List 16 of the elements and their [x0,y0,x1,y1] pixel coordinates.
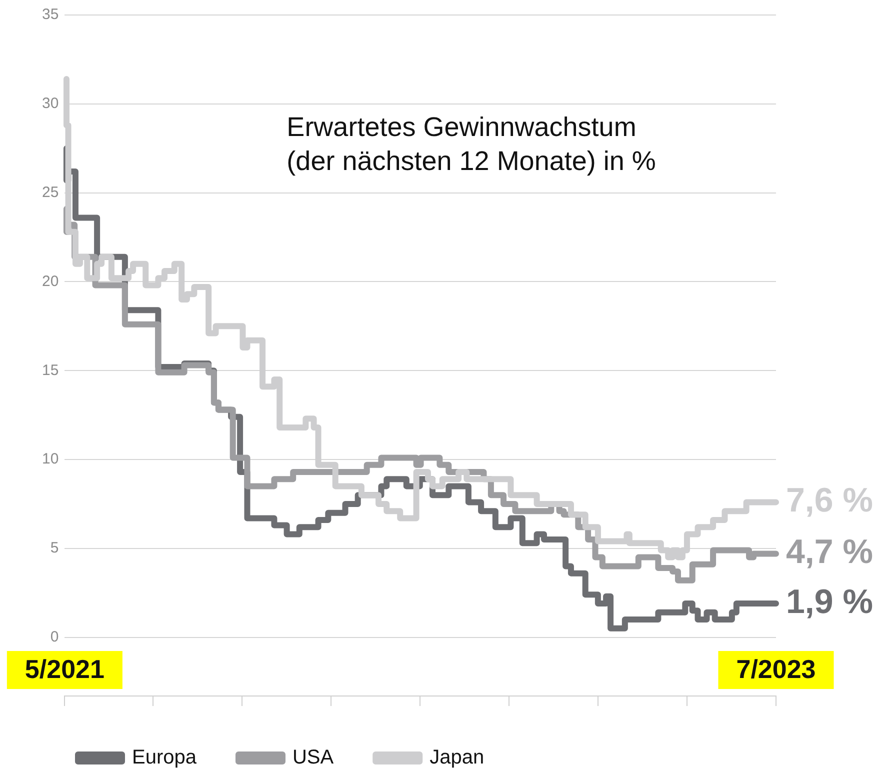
legend-label: Japan [430,746,484,769]
legend-label: USA [292,746,334,769]
annotation: 1,9 % [786,582,873,621]
x-tick-label: 5/2021 [24,654,104,684]
y-tick-label: 0 [50,628,59,646]
x-tick-label: 7/2023 [736,654,816,684]
y-tick-label: 10 [42,450,59,468]
y-tick-label: 35 [42,6,59,24]
y-tick-label: 20 [42,272,59,290]
annotation: 4,7 % [786,533,873,572]
y-tick-label: 5 [50,540,59,557]
y-tick-label: 30 [42,95,59,112]
y-tick-label: 25 [42,184,59,201]
y-tick-label: 15 [42,362,59,379]
text: Erwartetes Gewinnwachstum (der nächsten 12 Monate) in % [286,112,656,176]
legend-label: Europa [132,746,198,769]
